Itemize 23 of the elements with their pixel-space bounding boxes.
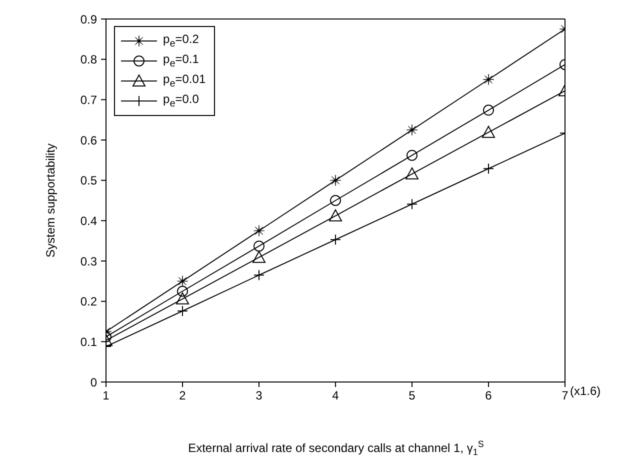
- y-tick-label: 0.2: [80, 294, 98, 309]
- x-tick-label: 5: [408, 388, 416, 403]
- legend-label: p$_{e}$=0.2: [163, 32, 199, 50]
- y-tick-label: 0.6: [80, 133, 98, 148]
- x-tick-label: 2: [179, 388, 186, 403]
- y-tick-label: 0.9: [80, 12, 98, 26]
- y-tick-label: 0.1: [80, 334, 98, 349]
- x-tick-label: 1: [102, 388, 110, 403]
- x-tick-label: 3: [256, 388, 263, 403]
- y-tick-label: 0.7: [80, 92, 98, 107]
- text: (x1.6): [570, 384, 601, 398]
- x-tick-label: 4: [332, 388, 340, 403]
- y-tick-label: 0.5: [80, 174, 98, 188]
- x-tick-label: 7: [562, 388, 569, 403]
- y-tick-label: 0.3: [80, 254, 98, 268]
- legend-label: p$_{e}$=0.1: [163, 52, 199, 70]
- legend-label: p$_{e}$=0.0: [163, 92, 199, 110]
- y-tick-label: 0: [90, 375, 98, 390]
- legend-label: p$_{e}$=0.01: [163, 72, 206, 90]
- x-tick-label: 6: [485, 388, 492, 403]
- y-axis-title: System supportability: [43, 143, 58, 258]
- y-tick-label: 0.8: [80, 52, 98, 67]
- y-tick-label: 0.4: [80, 214, 98, 228]
